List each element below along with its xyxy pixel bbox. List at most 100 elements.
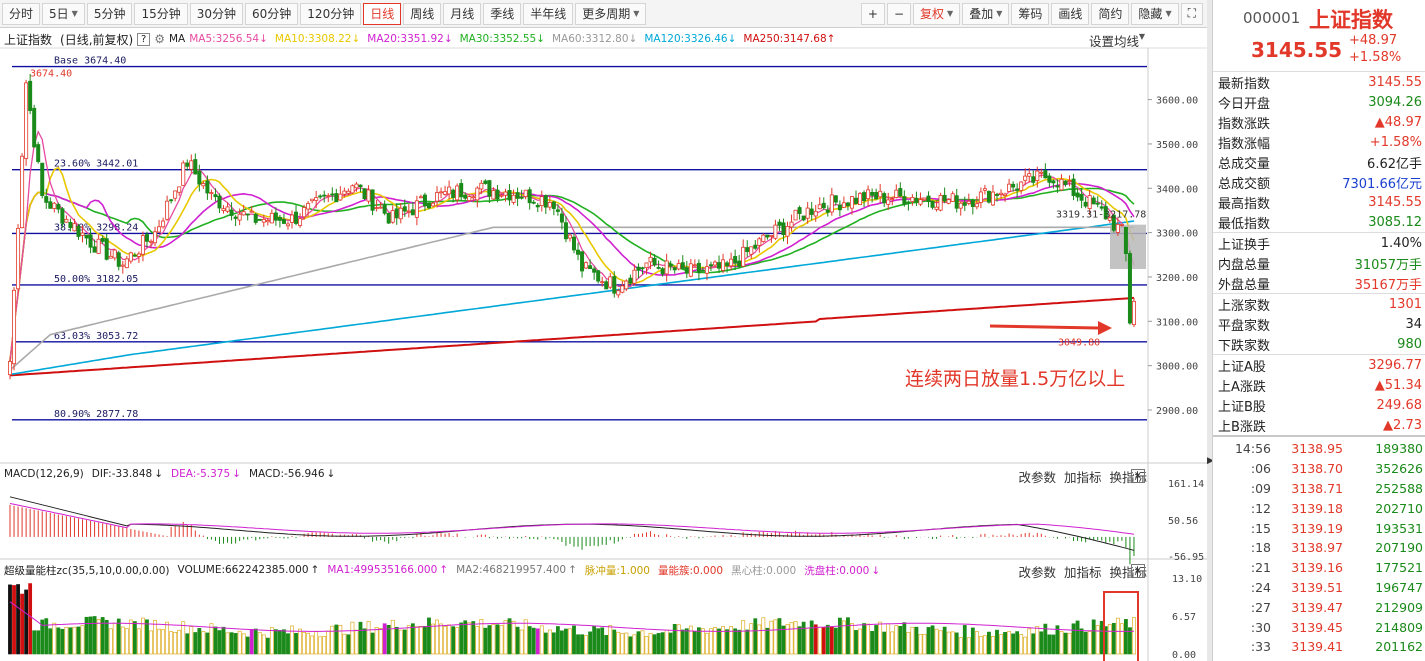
period-tab-4[interactable]: 30分钟	[189, 2, 244, 25]
volume-add-indicator-button[interactable]: 加指标	[1063, 565, 1102, 580]
period-tab-9[interactable]: 月线	[443, 2, 482, 25]
volume-bar	[983, 635, 987, 655]
ma-settings-chevron-icon[interactable]: ▼	[1138, 32, 1145, 41]
candlestick-chart[interactable]: 3600.00 3500.00 3400.00 3300.00 3200.00 3100.…	[0, 28, 1207, 661]
tool-button-4[interactable]: 筹码	[1011, 2, 1050, 25]
macd-close-icon[interactable]: ×	[1131, 469, 1145, 483]
period-tab-10[interactable]: 季线	[483, 2, 522, 25]
chart-area[interactable]: 上证指数 (日线,前复权) ? ⚙ MA MA5:3256.54↓ MA10:33…	[0, 28, 1207, 661]
stat-value: 6.62亿手	[1367, 156, 1422, 172]
period-tab-2[interactable]: 5分钟	[86, 2, 133, 25]
candle-body	[213, 194, 218, 198]
candle-body	[471, 196, 476, 199]
period-tab-11[interactable]: 半年线	[523, 2, 574, 25]
ma-legend-items: MA5:3256.54↓ MA10:3308.22↓ MA20:3351.92↓ MA…	[189, 33, 842, 45]
candle-body	[277, 217, 282, 221]
collapse-arrow-icon[interactable]: ▶	[1207, 456, 1214, 466]
help-icon[interactable]: ?	[137, 32, 151, 46]
stat-row: 最新指数 3145.55	[1213, 72, 1425, 92]
tool-button-2[interactable]: 复权 ▼	[913, 2, 961, 25]
volume-black: 黑心柱:0.000	[731, 564, 797, 577]
panel-splitter[interactable]: ▶	[1207, 0, 1214, 661]
volume-switch-indicator-button[interactable]: 换指标	[1109, 565, 1147, 580]
tick-volume: 177521	[1375, 560, 1423, 576]
candle-body	[515, 192, 520, 199]
candle-body	[511, 194, 516, 203]
volume-bar	[141, 617, 145, 655]
candle-body	[225, 206, 230, 212]
period-tab-8[interactable]: 周线	[403, 2, 442, 25]
tool-button-1[interactable]: −	[886, 2, 912, 25]
volume-bar	[132, 621, 137, 655]
candle-body	[829, 194, 834, 213]
candle-body	[1027, 173, 1032, 177]
period-tab-3[interactable]: 15分钟	[134, 2, 188, 25]
candle-body	[592, 268, 597, 273]
volume-params-button[interactable]: 改参数	[1018, 565, 1056, 580]
fib-label: Base 3674.40	[54, 56, 126, 67]
tool-button-3[interactable]: 叠加 ▼	[962, 2, 1010, 25]
candle-body	[938, 195, 943, 211]
candle-body	[1067, 180, 1072, 182]
expand-icon[interactable]: ⛶	[1180, 2, 1203, 25]
candle-body	[60, 208, 65, 224]
tick-row: 14:56 3138.95 189380	[1213, 439, 1425, 459]
candle-body	[358, 184, 363, 188]
stat-label: 上A涨跌	[1218, 379, 1266, 395]
macd-add-indicator-button[interactable]: 加指标	[1063, 470, 1102, 485]
ma120-line	[9, 220, 1135, 376]
candle-body	[422, 194, 427, 207]
volume-bar	[773, 619, 778, 655]
tool-button-7[interactable]: 隐藏 ▼	[1131, 2, 1179, 25]
volume-bar	[616, 631, 621, 655]
ma-settings-button[interactable]: 设置均线	[1088, 34, 1139, 49]
volume-bar	[612, 629, 617, 655]
candle-body	[116, 252, 121, 267]
candle-body	[443, 191, 448, 195]
macd-params-button[interactable]: 改参数	[1018, 470, 1056, 485]
candle-body	[588, 265, 593, 270]
tool-button-5[interactable]: 画线	[1051, 2, 1090, 25]
period-tab-6[interactable]: 120分钟	[300, 2, 362, 25]
gear-icon[interactable]: ⚙	[154, 32, 165, 46]
candle-body	[40, 162, 45, 196]
volume-bar	[217, 630, 222, 655]
volume-close-icon[interactable]: ×	[1131, 564, 1145, 578]
macd-switch-indicator-button[interactable]: 换指标	[1109, 470, 1147, 485]
volume-bar	[1095, 625, 1100, 655]
tool-button-6[interactable]: 简约	[1091, 2, 1130, 25]
volume-highlight-box	[1103, 591, 1139, 661]
tick-volume: 256297	[1343, 659, 1423, 661]
volume-bar	[692, 631, 697, 655]
candle-body	[338, 193, 343, 201]
volume-bar	[294, 632, 298, 655]
ma20-line	[9, 182, 1135, 362]
candle-body	[785, 226, 790, 237]
candle-body	[12, 289, 17, 365]
volume-bar	[362, 628, 367, 655]
volume-bar	[942, 626, 947, 655]
volume-bar	[962, 625, 967, 655]
candle-body	[563, 222, 568, 240]
volume-bar	[48, 628, 53, 655]
volume-bar	[930, 625, 935, 655]
period-tab-0[interactable]: 分时	[2, 2, 41, 25]
period-tab-5[interactable]: 60分钟	[245, 2, 299, 25]
volume-bar	[245, 636, 250, 655]
volume-bar	[821, 627, 826, 655]
volume-bar	[858, 628, 862, 655]
period-tab-1[interactable]: 5日 ▼	[42, 2, 85, 25]
high-mark: 3674.40	[30, 69, 72, 80]
volume-bar	[765, 627, 770, 655]
candle-body	[555, 209, 560, 212]
tick-time: 14:56	[1234, 441, 1271, 457]
volume-bar	[145, 619, 149, 655]
tool-button-0[interactable]: +	[860, 2, 885, 25]
volume-bar	[282, 629, 286, 655]
candle-body	[632, 269, 637, 284]
quote-panel: 000001 上证指数 3145.55 +48.97 +1.58% 最新指数 31…	[1212, 0, 1425, 661]
y-tick-label: 3600.00	[1156, 96, 1198, 107]
volume-bar	[318, 636, 323, 655]
period-tab-12[interactable]: 更多周期 ▼	[575, 2, 647, 25]
period-tab-7[interactable]: 日线	[363, 2, 402, 25]
